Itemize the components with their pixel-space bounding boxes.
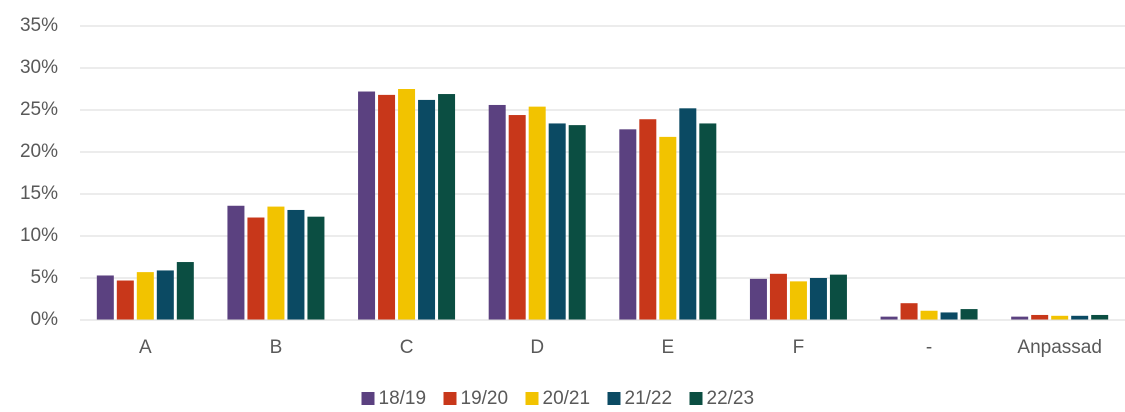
bar xyxy=(116,280,134,320)
bar xyxy=(548,123,566,320)
x-tick-label: C xyxy=(400,337,414,358)
y-tick-label: 20% xyxy=(20,141,58,162)
bar xyxy=(1011,316,1029,320)
bar xyxy=(96,275,114,320)
legend-swatch xyxy=(607,392,621,405)
bar xyxy=(528,106,546,320)
bar xyxy=(679,108,697,320)
x-tick-label: Anpassad xyxy=(1017,337,1102,358)
bar xyxy=(940,312,958,320)
bar xyxy=(307,216,325,320)
bar xyxy=(880,316,898,320)
bar xyxy=(900,303,918,320)
bar xyxy=(568,125,586,321)
legend-label: 22/23 xyxy=(707,388,755,407)
bar xyxy=(508,115,526,320)
bar xyxy=(398,89,416,320)
bar xyxy=(749,278,767,320)
x-tick-label: E xyxy=(661,337,674,358)
bar xyxy=(1091,314,1109,320)
bar xyxy=(699,123,717,320)
bar xyxy=(1051,315,1069,320)
x-tick-label: - xyxy=(926,337,932,358)
bar xyxy=(639,119,657,321)
bar xyxy=(156,270,174,320)
legend-swatch xyxy=(361,392,375,405)
x-tick-label: B xyxy=(270,337,283,358)
bar xyxy=(960,309,978,320)
legend-swatch xyxy=(689,392,703,405)
bar xyxy=(267,206,285,320)
bar xyxy=(619,129,637,320)
y-tick-label: 0% xyxy=(31,309,59,330)
y-tick-label: 10% xyxy=(20,225,58,246)
x-tick-label: F xyxy=(793,337,805,358)
bar xyxy=(418,99,436,320)
bar xyxy=(136,272,154,320)
y-tick-label: 25% xyxy=(20,99,58,120)
legend-label: 21/22 xyxy=(625,388,673,407)
bar xyxy=(287,209,305,320)
legend-label: 18/19 xyxy=(379,388,427,407)
bar xyxy=(789,281,807,320)
bar xyxy=(438,94,456,320)
bar xyxy=(659,136,677,320)
bar xyxy=(378,94,396,320)
bar xyxy=(247,217,265,320)
legend-swatch xyxy=(525,392,539,405)
y-tick-label: 30% xyxy=(20,57,58,78)
bar xyxy=(1031,314,1049,320)
x-tick-label: A xyxy=(139,337,152,358)
y-tick-label: 35% xyxy=(20,15,58,36)
legend-swatch xyxy=(443,392,457,405)
y-tick-label: 15% xyxy=(20,183,58,204)
bar xyxy=(227,205,245,320)
bar xyxy=(488,104,506,321)
bar xyxy=(1071,315,1089,320)
y-tick-label: 5% xyxy=(31,267,59,288)
bar xyxy=(920,310,938,320)
bar xyxy=(769,273,787,320)
bar xyxy=(176,262,194,320)
legend-label: 20/21 xyxy=(543,388,591,407)
bar xyxy=(809,278,827,320)
bar xyxy=(829,274,847,320)
x-tick-label: D xyxy=(530,337,544,358)
bar xyxy=(358,91,376,321)
legend-label: 19/20 xyxy=(461,388,509,407)
